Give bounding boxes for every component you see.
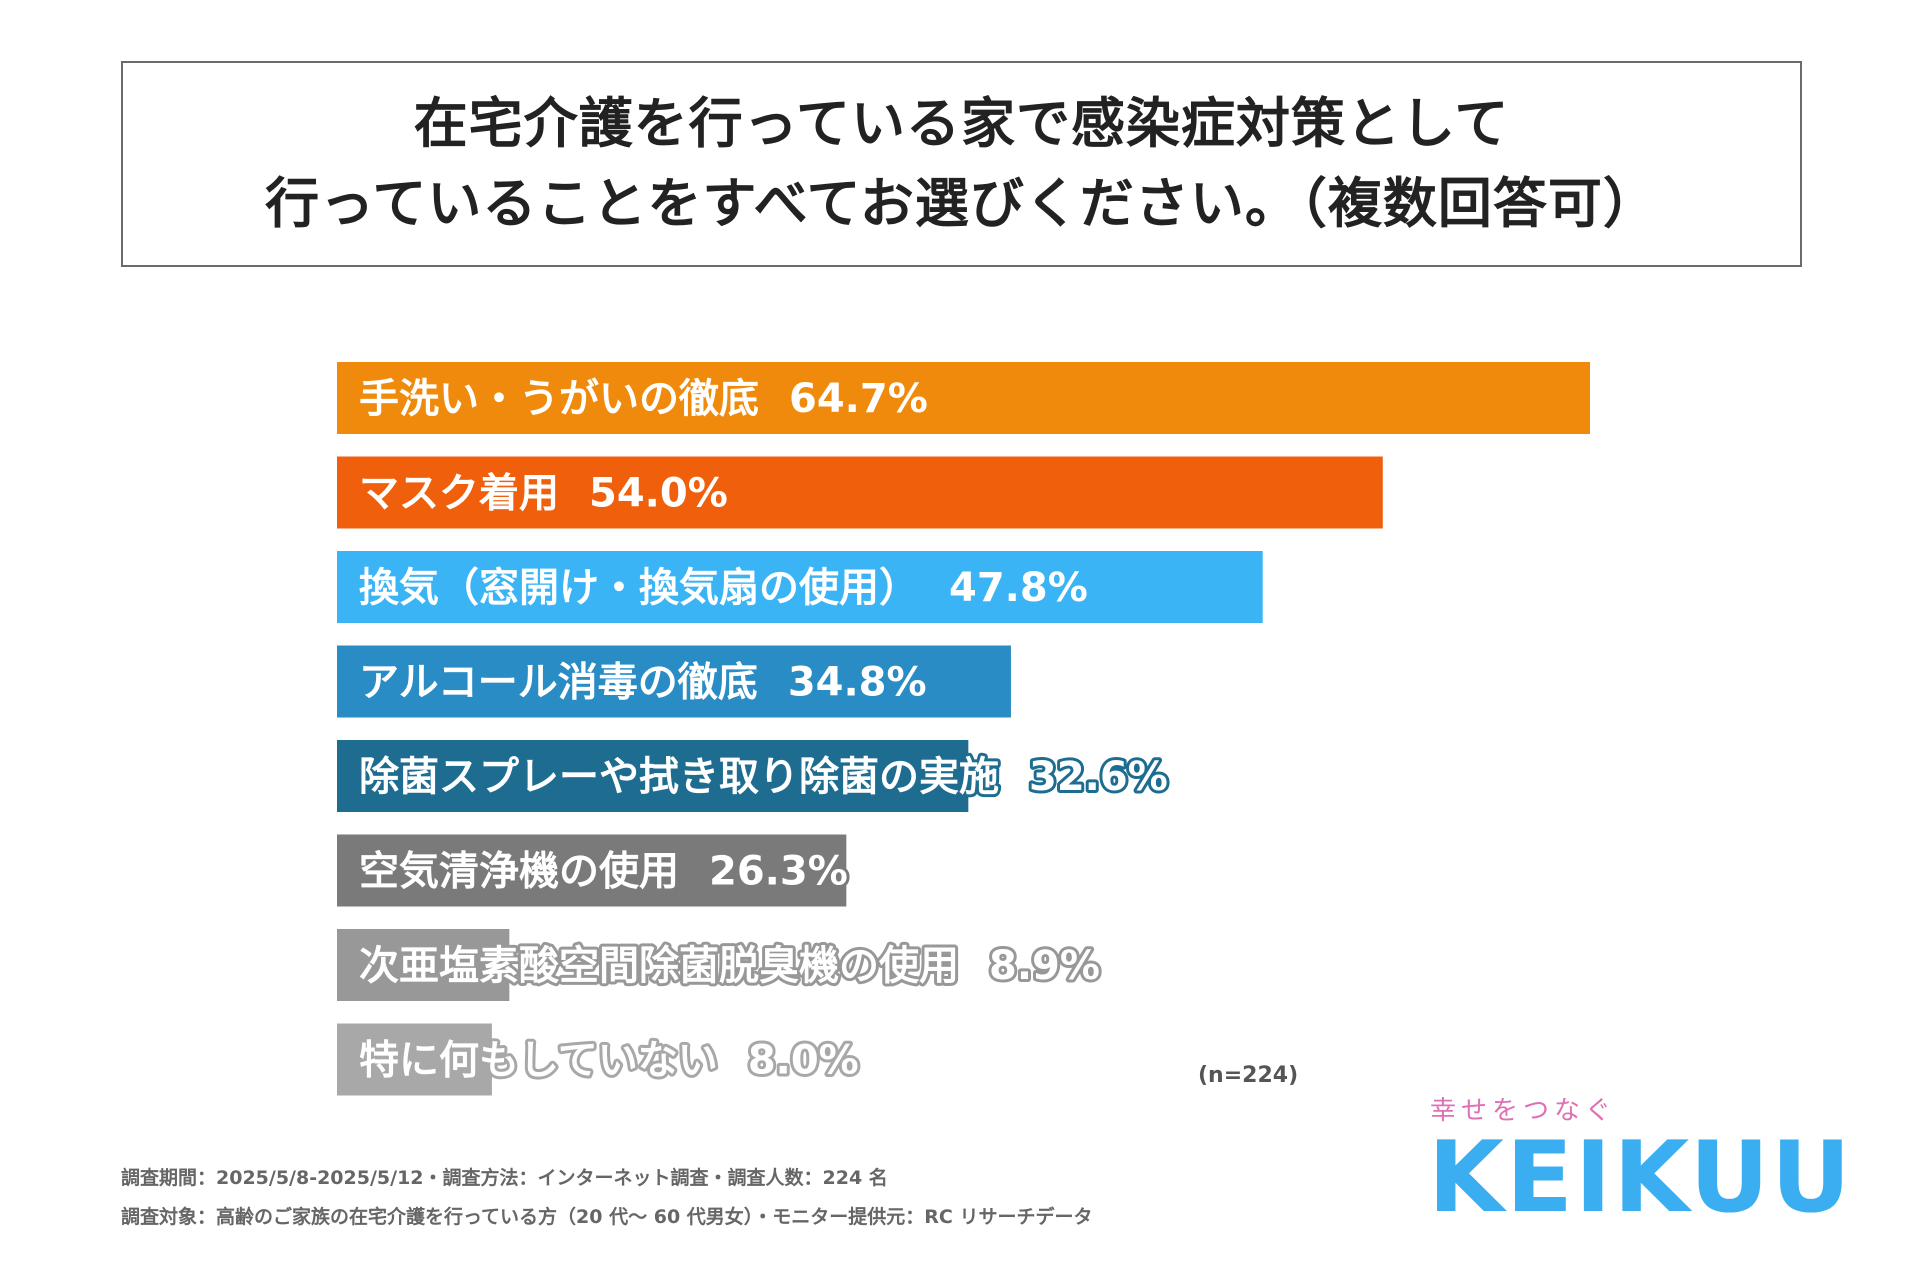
value-label: 47.8%: [949, 565, 1088, 611]
value-label: 26.3%: [709, 849, 848, 895]
category-label: マスク着用: [359, 471, 559, 517]
survey-period-note: 調査期間：2025/5/8-2025/5/12・調査方法：インターネット調査・調…: [121, 1167, 888, 1189]
value-label: 34.8%: [788, 660, 927, 706]
bar-3: [337, 551, 1263, 623]
value-label: 64.7%: [789, 376, 928, 422]
category-label: 除菌スプレーや拭き取り除菌の実施: [359, 754, 999, 800]
bar-8: [337, 1023, 492, 1096]
value-label: 8.9%: [989, 943, 1100, 989]
logo-wordmark: KEIKUU: [1428, 1121, 1853, 1235]
bar-label-7: 次亜塩素酸空間除菌脱臭機の使用 8.9%: [359, 943, 1100, 989]
bar-label-3: 換気（窓開け・換気扇の使用） 47.8%: [359, 565, 1088, 611]
bar-label-6: 空気清浄機の使用 26.3%: [359, 849, 848, 895]
bar-label-4: アルコール消毒の徹底 34.8%: [359, 660, 927, 706]
bar-label-5: 除菌スプレーや拭き取り除菌の実施 32.6%: [359, 754, 1168, 800]
bar-7: [337, 929, 510, 1001]
category-label: 手洗い・うがいの徹底: [359, 376, 759, 422]
bar-label-1: 手洗い・うがいの徹底 64.7%: [359, 376, 928, 422]
category-label: 次亜塩素酸空間除菌脱臭機の使用: [359, 943, 959, 989]
bar-5: [337, 740, 969, 812]
chart-title-line-2: 行っていることをすべてお選びください。（複数回答可）: [265, 172, 1658, 235]
category-label: 特に何もしていない: [359, 1038, 718, 1084]
logo-tagline: 幸せをつなぐ: [1430, 1096, 1617, 1126]
survey-target-note: 調査対象：高齢のご家族の在宅介護を行っている方（20 代〜 60 代男女）・モニ…: [121, 1206, 1093, 1228]
value-label: 54.0%: [589, 471, 728, 517]
chart-title-line-1: 在宅介護を行っている家で感染症対策として: [413, 92, 1510, 155]
bar-6: [337, 834, 847, 907]
category-label: アルコール消毒の徹底: [359, 660, 758, 706]
value-label: 32.6%: [1029, 754, 1168, 800]
chart-title-box: 在宅介護を行っている家で感染症対策として 行っていることをすべてお選びください。…: [121, 61, 1802, 267]
sample-size-note: (n=224): [1198, 1063, 1299, 1088]
bar-label-8: 特に何もしていない 8.0%: [359, 1038, 859, 1084]
category-label: 換気（窓開け・換気扇の使用）: [359, 565, 919, 611]
bar-1: [337, 362, 1590, 434]
bar-2: [337, 456, 1383, 529]
bar-label-2: マスク着用 54.0%: [359, 471, 728, 517]
category-label: 空気清浄機の使用: [359, 849, 679, 895]
bar-4: [337, 645, 1011, 718]
value-label: 8.0%: [748, 1038, 859, 1084]
